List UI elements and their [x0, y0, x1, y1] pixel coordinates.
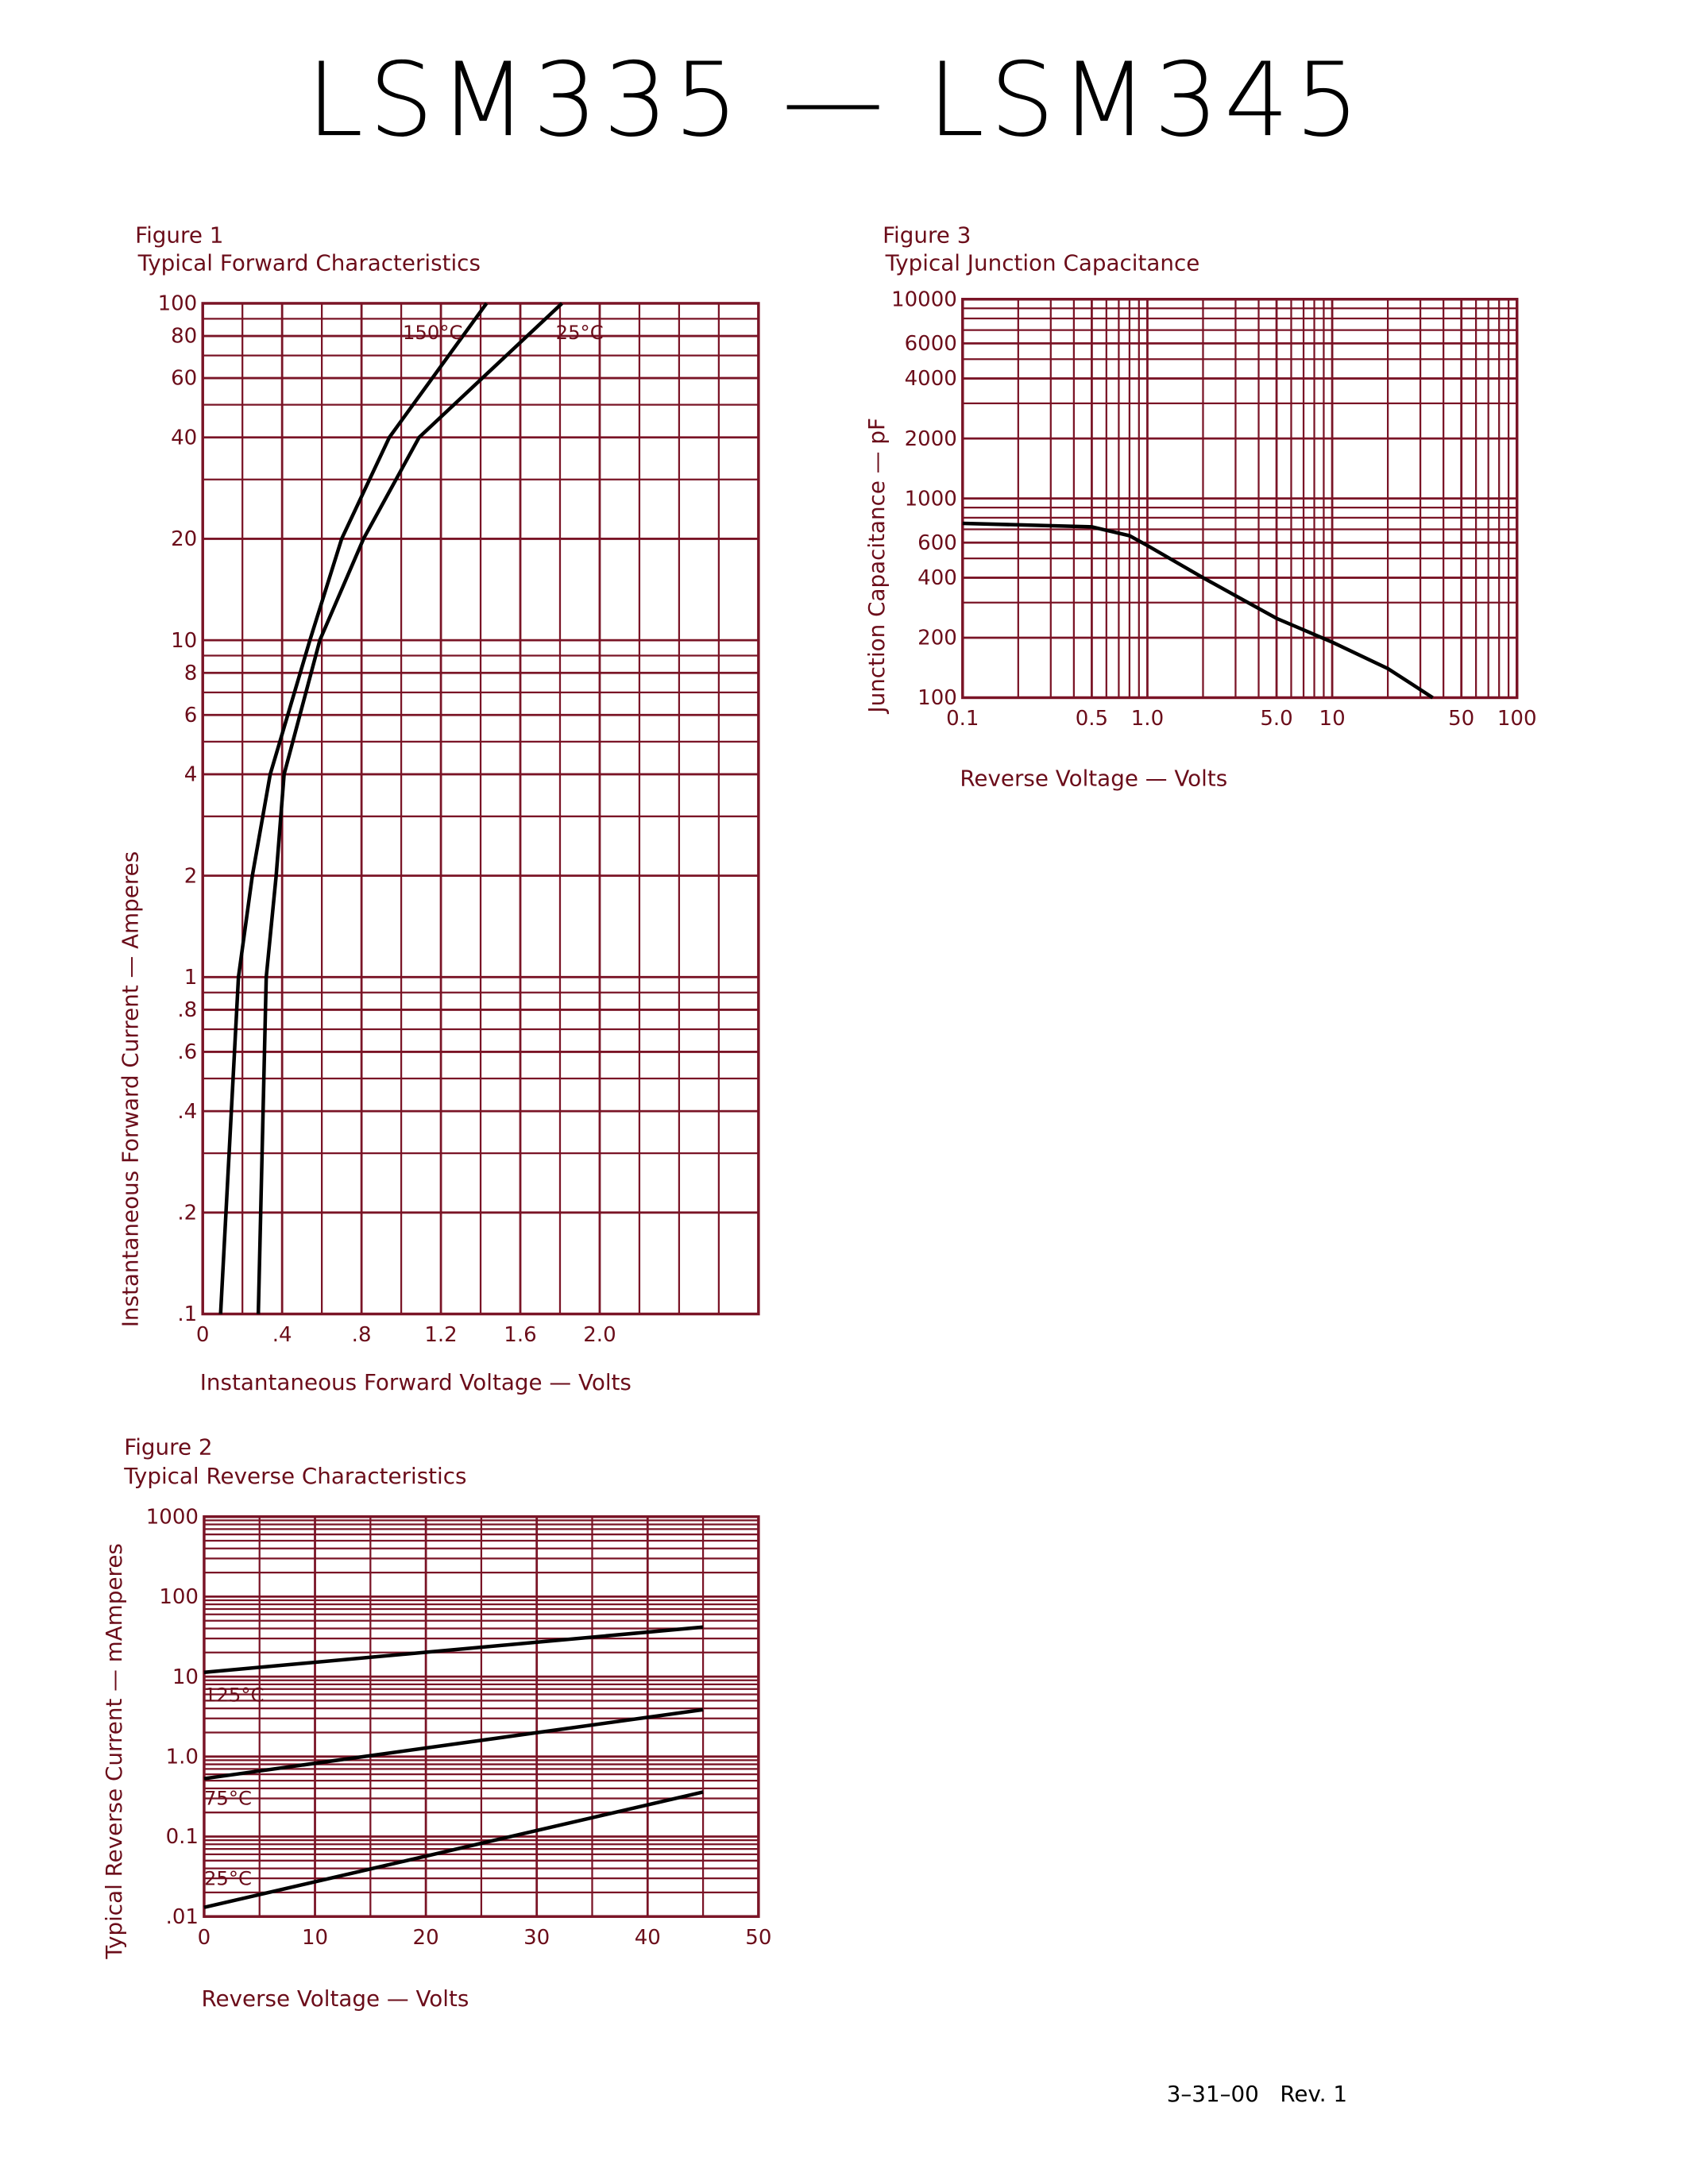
y-tick-label: 0.1 [166, 1825, 199, 1849]
x-tick-label: 50 [1448, 707, 1474, 731]
x-tick-label: .8 [352, 1323, 372, 1347]
x-tick-label: 40 [635, 1926, 661, 1950]
data-line [203, 1707, 704, 1781]
y-tick-label: .8 [177, 998, 197, 1022]
y-tick-label: 100 [158, 292, 198, 316]
y-tick-label: 1000 [146, 1505, 199, 1529]
y-tick-label: 1 [184, 966, 198, 990]
x-tick-label: 20 [413, 1926, 439, 1950]
y-tick-label: 100 [159, 1585, 199, 1609]
y-tick-label: 2 [184, 864, 198, 888]
data-line [203, 1790, 704, 1909]
figure-title: Typical Junction Capacitance [885, 249, 1200, 276]
y-tick-label: 600 [917, 531, 957, 555]
x-tick-label: 1.0 [1131, 707, 1164, 731]
y-tick-label: 100 [917, 686, 957, 710]
y-tick-label: 200 [917, 627, 957, 650]
series-label: 25°C [204, 1866, 252, 1889]
plot-frame [203, 1515, 760, 1918]
data-line [962, 521, 1434, 700]
y-tick-label: 1.0 [166, 1745, 199, 1769]
plot-frame [201, 302, 760, 1316]
y-tick-label: .1 [177, 1302, 197, 1326]
y-axis-label: Instantaneous Forward Current — Amperes [118, 851, 144, 1328]
x-tick-label: 1.2 [424, 1323, 457, 1347]
y-tick-label: 10 [172, 1665, 199, 1689]
y-tick-label: 4 [184, 763, 198, 787]
x-axis-label: Reverse Voltage — Volts [960, 766, 1227, 792]
x-tick-label: 100 [1497, 707, 1537, 731]
figure-title: Typical Forward Characteristics [137, 249, 481, 276]
y-tick-label: 20 [171, 527, 197, 551]
data-line [218, 302, 489, 1314]
y-tick-label: 4000 [905, 367, 957, 391]
y-tick-label: 6 [184, 704, 198, 727]
x-tick-label: .4 [272, 1323, 292, 1347]
y-axis-label: Typical Reverse Current — mAmperes [101, 1543, 127, 1960]
x-axis-label: Reverse Voltage — Volts [201, 1985, 469, 2012]
page-title: LSM335 — LSM345 [307, 41, 1365, 160]
x-tick-label: 2.0 [583, 1323, 616, 1347]
figure-number: Figure 2 [124, 1434, 212, 1461]
x-tick-label: 0.1 [946, 707, 979, 731]
y-axis-label: Junction Capacitance — pF [863, 418, 890, 715]
x-axis-label: Instantaneous Forward Voltage — Volts [200, 1369, 632, 1395]
y-tick-label: 6000 [905, 332, 957, 356]
y-tick-label: 1000 [905, 487, 957, 511]
y-tick-label: .4 [177, 1100, 197, 1124]
y-tick-label: 8 [184, 662, 198, 685]
figure-number: Figure 3 [883, 222, 971, 249]
x-tick-label: 5.0 [1260, 707, 1292, 731]
series-label: 75°C [204, 1787, 252, 1810]
series-label: 125°C [204, 1683, 265, 1706]
x-tick-label: 30 [523, 1926, 550, 1950]
y-tick-label: 2000 [905, 427, 957, 451]
plot-frame [961, 297, 1519, 700]
y-tick-label: .6 [177, 1040, 197, 1064]
y-tick-label: .2 [177, 1202, 197, 1225]
data-line [203, 1625, 704, 1675]
x-tick-label: 10 [302, 1926, 328, 1950]
x-tick-label: 1.6 [504, 1323, 536, 1347]
figure-number: Figure 1 [135, 222, 223, 249]
x-tick-label: 0 [198, 1926, 211, 1950]
series-label: 25°C [556, 321, 604, 344]
y-tick-label: 10000 [891, 287, 957, 311]
y-tick-label: .01 [166, 1905, 199, 1929]
y-tick-label: 60 [171, 367, 197, 391]
data-line [256, 302, 564, 1314]
y-tick-label: 10 [171, 629, 197, 653]
x-tick-label: 10 [1319, 707, 1346, 731]
figure-title: Typical Reverse Characteristics [123, 1463, 466, 1489]
x-tick-label: 0 [196, 1323, 210, 1347]
series-label: 150°C [403, 321, 463, 344]
footer: 3–31–00 Rev. 1 [1167, 2081, 1347, 2107]
x-tick-label: 0.5 [1076, 707, 1108, 731]
y-tick-label: 400 [917, 566, 957, 590]
y-tick-label: 40 [171, 426, 197, 450]
y-tick-label: 80 [171, 325, 197, 349]
x-tick-label: 50 [745, 1926, 771, 1950]
